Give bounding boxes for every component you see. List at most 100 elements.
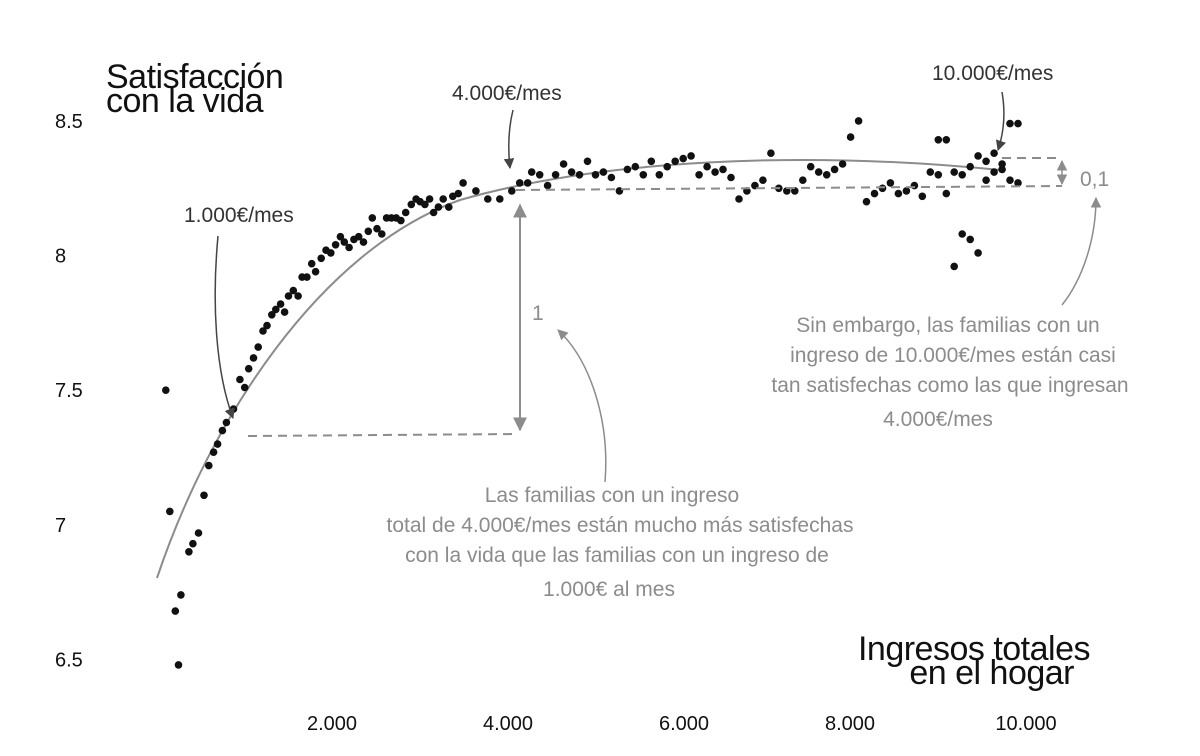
x-tick-label: 4.000 [483,713,533,735]
note-right-arrow [1061,196,1102,306]
data-point [327,249,335,257]
data-point [445,203,453,211]
data-point [974,152,982,160]
data-point [958,171,966,179]
data-point [575,171,584,179]
data-point [926,168,935,176]
data-point [998,160,1006,168]
data-point [397,216,405,225]
difference-label-1: 1 [532,302,544,325]
data-point [822,171,831,179]
data-point [166,507,174,516]
x-tick-label: 6.000 [659,713,709,735]
data-point [171,607,180,615]
data-point [364,227,373,236]
data-point [982,176,990,184]
data-point [336,232,345,241]
data-point [249,354,258,362]
data-point [317,254,326,263]
data-point [244,364,253,373]
data-point [1006,176,1014,184]
data-point [814,168,823,176]
note-left-line: total de 4.000€/mes están mucho más sati… [387,514,854,537]
data-point [647,157,656,166]
data-point [543,181,552,190]
data-point [950,262,958,271]
data-point [280,308,289,316]
data-point [177,591,185,599]
note-right: Sin embargo, las familias con un ingreso… [771,314,1128,431]
note-right-line: ingreso de 10.000€/mes están casi [790,344,1116,367]
data-point [236,375,244,384]
data-point [484,195,492,203]
x-axis-ticks: 2.000 4.000 6.000 8.000 10.000 [307,713,1057,735]
data-point [942,136,951,144]
data-point [950,168,958,176]
data-point [1006,119,1014,128]
data-point [663,162,671,171]
data-point [429,208,438,217]
y-axis-title-line1: Satisfacción [106,58,283,96]
data-point [311,267,320,276]
note-right-line: Sin embargo, las familias con un [796,314,1100,337]
data-point [958,230,966,238]
data-point [655,171,664,179]
data-point [559,160,568,168]
data-point [213,440,222,448]
data-point [942,189,951,198]
data-point [189,539,197,548]
data-point [703,162,711,171]
data-point [434,203,443,211]
data-point [934,136,943,144]
data-point [194,529,203,537]
data-point [894,189,903,198]
data-point [551,171,560,179]
data-point [934,171,943,179]
y-tick-label: 6.5 [55,650,83,672]
data-point [910,181,919,190]
annotation-1000: 1.000€/mes [184,204,294,227]
data-point [679,154,687,163]
data-point [862,197,871,206]
data-point [454,189,463,198]
data-point [331,241,340,249]
data-points [162,117,1022,669]
data-point [870,189,879,198]
note-left: Las familias con un ingreso total de 4.0… [387,484,854,601]
data-point [639,171,648,179]
guide-4000-level [515,185,1063,191]
data-point [982,157,990,166]
y-tick-label: 7 [55,515,66,537]
annotation-10000: 10.000€/mes [932,62,1053,85]
data-point [607,173,616,182]
data-point [174,661,183,669]
data-point [854,117,863,125]
data-point [998,165,1006,174]
x-tick-label: 10.000 [995,713,1056,735]
data-point [966,235,974,244]
data-point [185,548,193,556]
data-point [918,192,927,201]
data-point [631,162,640,171]
note-left-line: con la vida que las familias con un ingr… [405,544,829,567]
data-point [583,157,592,166]
data-point [354,232,363,241]
x-tick-label: 2.000 [307,713,357,735]
data-point [508,187,516,195]
data-point [289,286,298,295]
data-point [303,273,311,281]
data-point [240,383,249,392]
data-point [401,208,410,217]
data-point [806,162,815,171]
data-point [218,426,227,435]
data-point [791,187,799,195]
difference-label-01: 0,1 [1080,168,1109,191]
data-point [623,165,632,174]
data-point [284,292,293,300]
x-axis-title-line2: en el hogar [909,654,1074,692]
data-point [974,249,982,257]
data-point [368,214,377,222]
x-tick-label: 8.000 [825,713,875,735]
data-point [695,171,703,179]
